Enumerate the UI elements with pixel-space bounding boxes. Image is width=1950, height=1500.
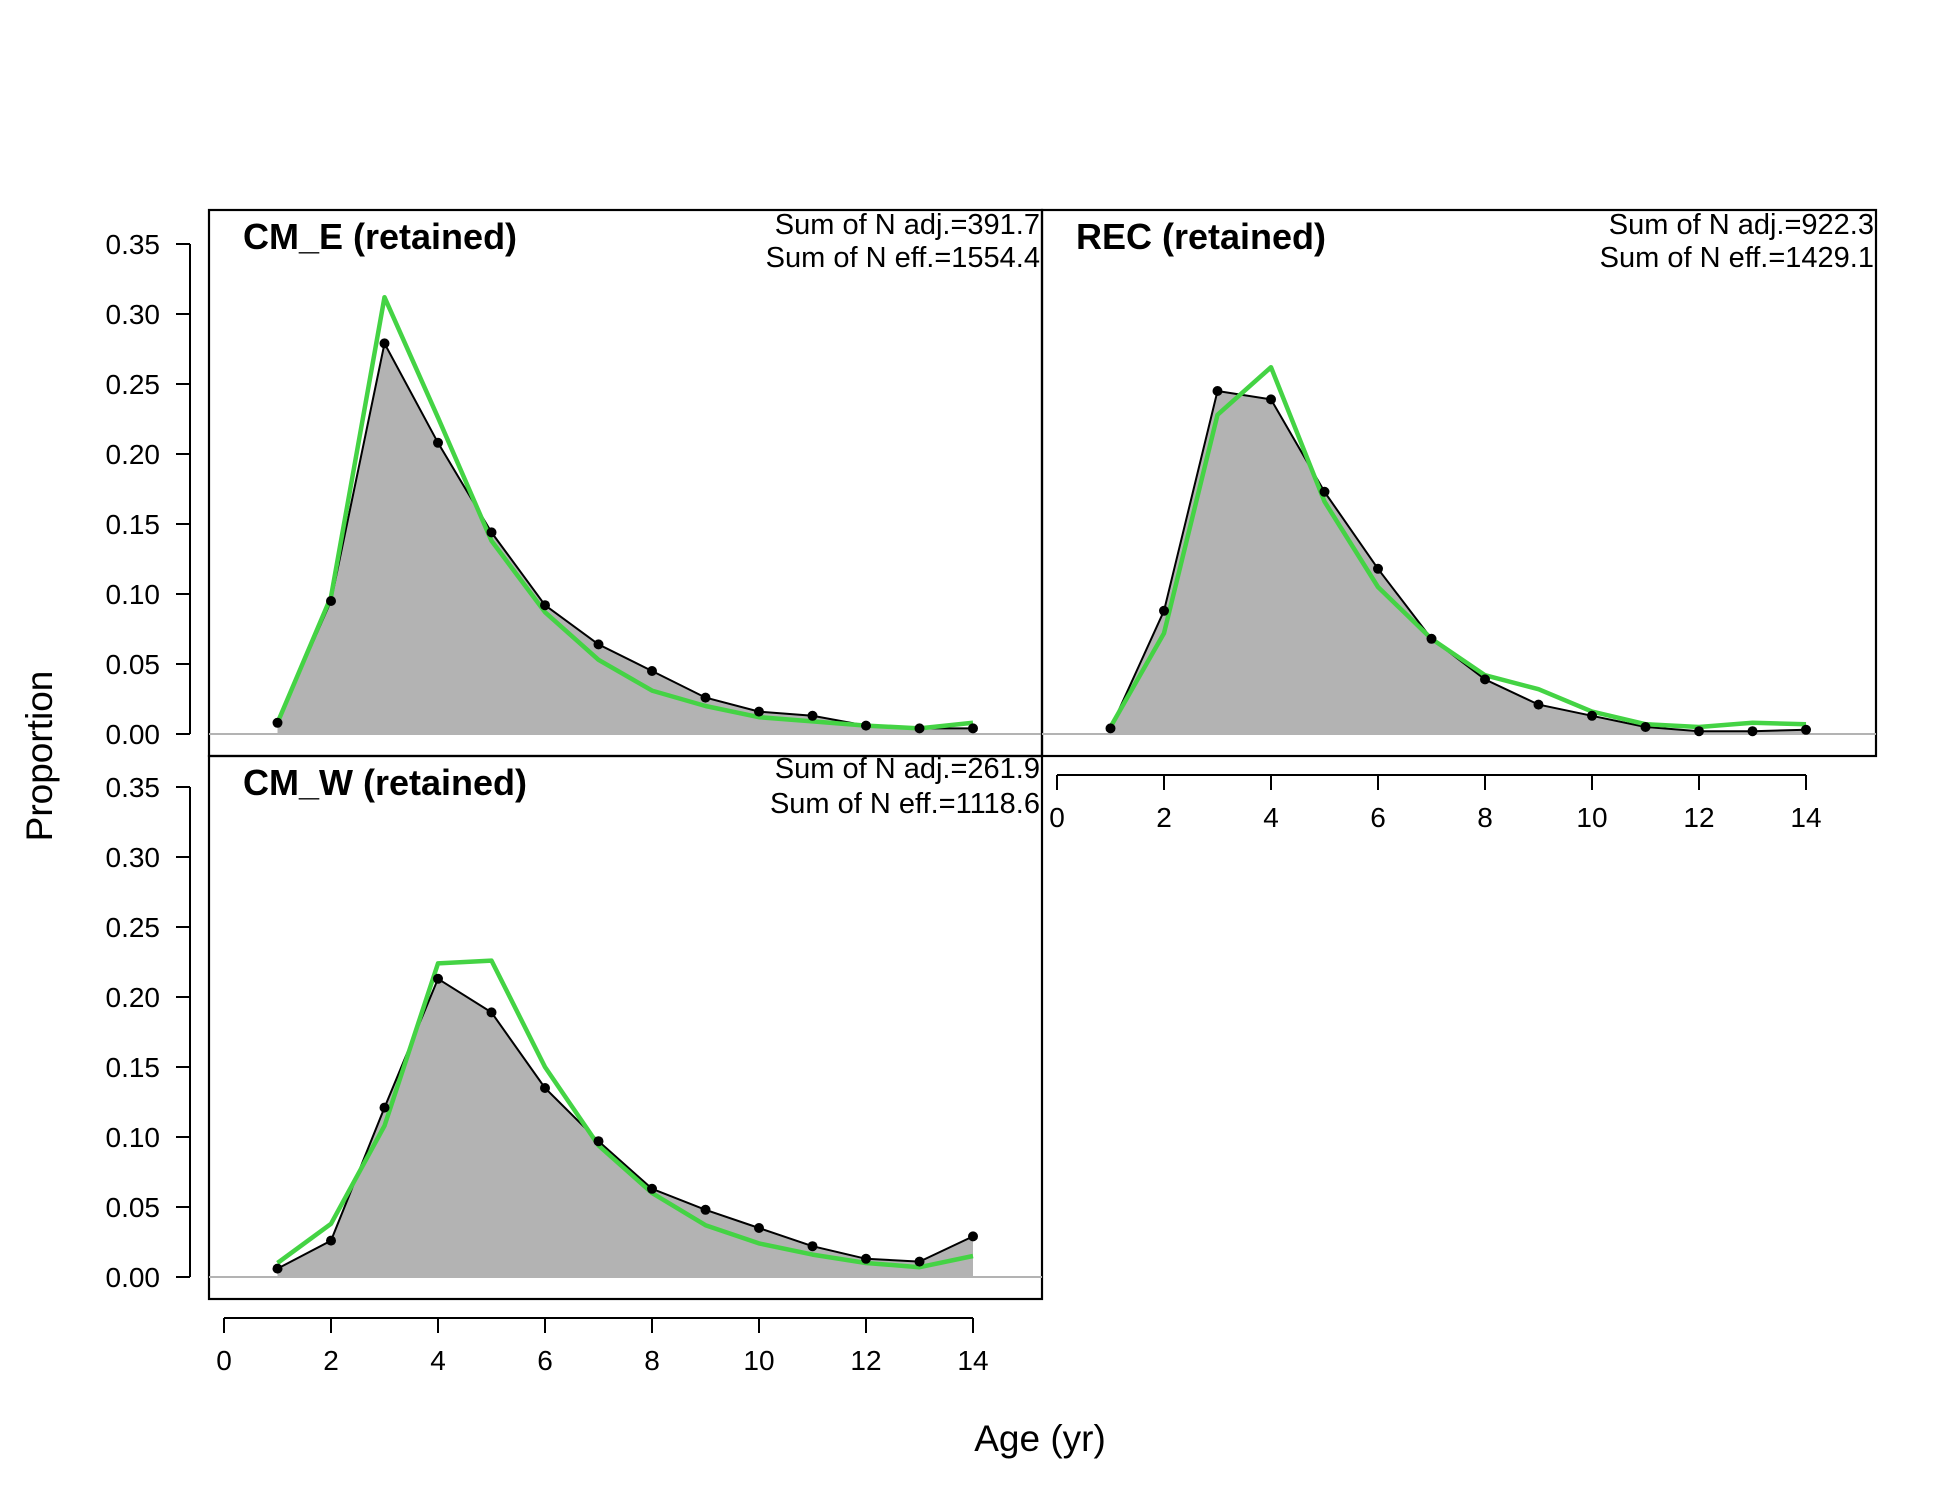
observed-point	[1694, 726, 1704, 737]
observed-point	[1801, 724, 1811, 735]
x-tick-label: 6	[1370, 802, 1386, 833]
panel-frame	[1040, 208, 1878, 758]
observed-point	[1480, 674, 1490, 685]
x-tick-label: 2	[1156, 802, 1172, 833]
x-tick-label: 14	[1790, 802, 1821, 833]
observed-point	[326, 596, 336, 606]
observed-point	[1319, 486, 1330, 497]
y-tick-label: 0.35	[106, 229, 161, 260]
x-tick-label: 0	[216, 1345, 232, 1376]
observed-point	[1159, 605, 1169, 616]
observed-point	[593, 1136, 604, 1147]
y-tick-label: 0.20	[106, 439, 161, 470]
observed-point	[807, 710, 818, 721]
observed-area	[277, 343, 973, 734]
sum-n-eff-label: Sum of N eff.=1554.4	[766, 242, 1040, 274]
y-tick-label: 0.35	[106, 772, 161, 803]
observed-point	[486, 527, 497, 538]
x-tick-label: 4	[430, 1345, 446, 1376]
x-tick-label: 12	[1683, 802, 1714, 833]
observed-point	[968, 1231, 978, 1242]
observed-point	[861, 720, 871, 731]
observed-point	[540, 1083, 550, 1093]
observed-point	[379, 1102, 390, 1113]
observed-point	[1587, 710, 1597, 721]
observed-point	[807, 1241, 818, 1252]
y-tick-label: 0.05	[106, 1192, 161, 1223]
expected-line	[275, 294, 974, 731]
observed-point	[272, 1263, 283, 1274]
x-tick-label: 10	[1576, 802, 1607, 833]
observed-point	[914, 1256, 925, 1267]
observed-point	[1212, 386, 1223, 396]
sum-n-adj-label: Sum of N adj.=391.7	[775, 209, 1040, 241]
observed-point	[968, 723, 978, 734]
x-tick-label: 8	[644, 1345, 660, 1376]
observed-point	[486, 1007, 497, 1018]
observed-point	[700, 692, 711, 703]
expected-line	[1108, 364, 1807, 730]
observed-point	[754, 706, 764, 717]
sum-n-adj-label: Sum of N adj.=922.3	[1609, 209, 1874, 241]
observed-point	[1426, 633, 1437, 644]
x-tick-label: 6	[537, 1345, 553, 1376]
y-tick-label: 0.00	[106, 719, 161, 750]
x-tick-label: 12	[850, 1345, 881, 1376]
x-tick-label: 8	[1477, 802, 1493, 833]
panel-title: CM_E (retained)	[243, 216, 517, 257]
observed-point	[272, 717, 283, 728]
x-tick-label: 10	[743, 1345, 774, 1376]
y-tick-label: 0.15	[106, 509, 161, 540]
y-tick-label: 0.15	[106, 1052, 161, 1083]
observed-point	[1747, 726, 1758, 737]
observed-point	[700, 1204, 711, 1215]
observed-point	[540, 600, 550, 611]
sum-n-eff-label: Sum of N eff.=1118.6	[770, 788, 1040, 820]
observed-point	[593, 639, 604, 650]
observed-point	[433, 437, 443, 448]
observed-point	[1266, 394, 1276, 405]
observed-point	[1105, 723, 1116, 734]
y-tick-label: 0.25	[106, 912, 161, 943]
y-tick-label: 0.10	[106, 1122, 161, 1153]
observed-area	[1110, 391, 1806, 734]
y-axis-title: Proportion	[19, 671, 60, 842]
x-tick-label: 2	[323, 1345, 339, 1376]
observed-line	[277, 977, 974, 1270]
observed-point	[433, 973, 443, 984]
y-tick-label: 0.00	[106, 1262, 161, 1293]
observed-point	[647, 1183, 657, 1194]
x-tick-label: 14	[957, 1345, 988, 1376]
observed-point	[1533, 699, 1544, 710]
expected-line	[276, 958, 974, 1270]
panel-title: CM_W (retained)	[243, 762, 527, 803]
y-tick-label: 0.25	[106, 369, 161, 400]
x-axis-title: Age (yr)	[974, 1418, 1106, 1459]
y-tick-label: 0.30	[106, 299, 161, 330]
observed-point	[379, 338, 390, 349]
y-tick-label: 0.10	[106, 579, 161, 610]
panel-title: REC (retained)	[1076, 216, 1326, 257]
panel-frame	[207, 754, 1044, 1301]
observed-point	[1640, 722, 1651, 732]
observed-area	[277, 978, 973, 1277]
y-tick-label: 0.05	[106, 649, 161, 680]
x-tick-label: 4	[1263, 802, 1279, 833]
y-tick-label: 0.20	[106, 982, 161, 1013]
y-tick-label: 0.30	[106, 842, 161, 873]
observed-point	[861, 1253, 871, 1264]
x-tick-label: 0	[1049, 802, 1065, 833]
observed-point	[914, 723, 925, 734]
observed-point	[326, 1235, 336, 1246]
observed-point	[1373, 563, 1383, 574]
sum-n-adj-label: Sum of N adj.=261.9	[775, 753, 1040, 785]
observed-point	[647, 666, 657, 676]
sum-n-eff-label: Sum of N eff.=1429.1	[1600, 242, 1874, 274]
observed-point	[754, 1223, 764, 1233]
